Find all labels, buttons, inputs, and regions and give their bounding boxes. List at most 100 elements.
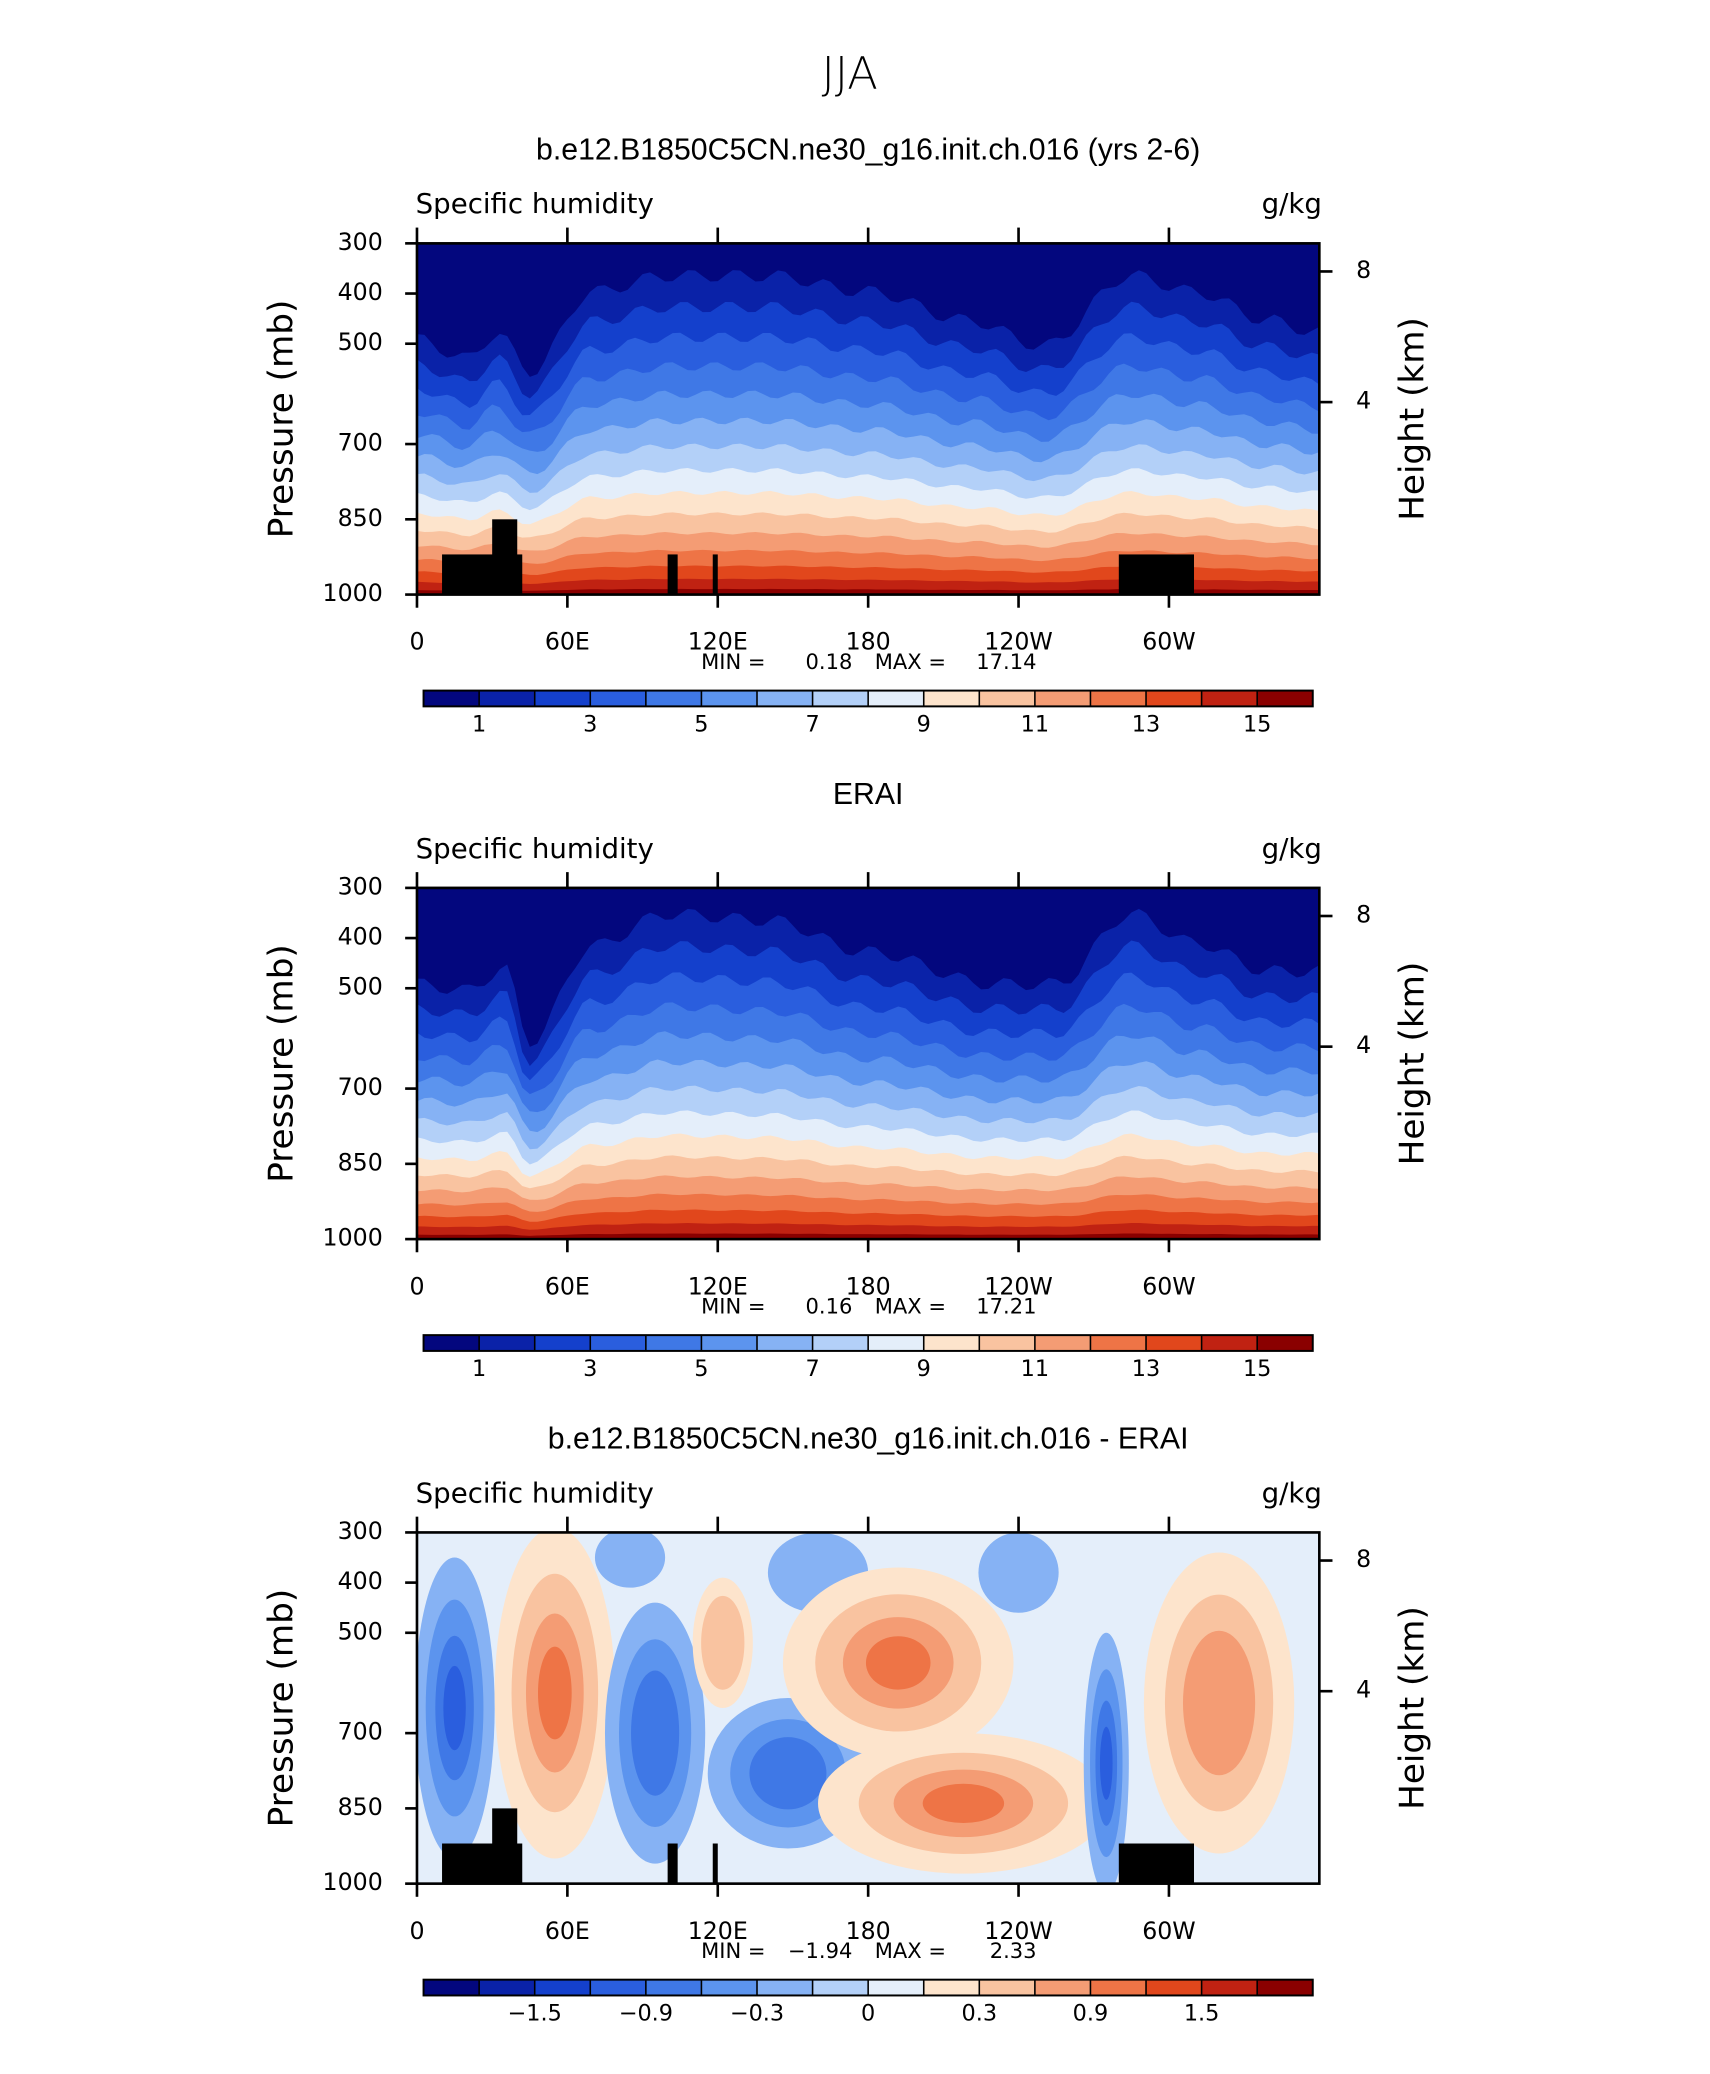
colorbar-box [757,1979,813,1996]
x-tick-label: 60E [545,1917,590,1945]
y-tick-label: 700 [338,429,383,457]
colorbar-tick-label: 1.5 [1184,2000,1220,2026]
x-tick-label: 0 [409,1272,424,1300]
y2-axis-label: Height (km) [1393,962,1433,1166]
stat-label: MAX = [875,649,946,674]
y-axis-label: Pressure (mb) [261,1589,301,1828]
colorbar-box [1257,1335,1313,1351]
contour-band [537,1646,572,1740]
colorbar-box [757,1335,813,1351]
colorbar-box [923,1335,980,1351]
colorbar-box [1034,1979,1091,1996]
colorbar-box [923,1979,980,1996]
x-tick-label: 120E [688,1917,748,1945]
units-label: g/kg [1262,1476,1322,1509]
x-tick-label: 120W [984,628,1053,656]
colorbar-box [812,690,869,707]
stat-value: 0.18 [806,649,853,674]
y-tick-label: 700 [338,1073,383,1101]
contour-band [443,1665,466,1751]
stat-value: 17.21 [976,1294,1036,1319]
colorbar-frame [422,689,1314,708]
colorbar-box [757,690,813,707]
x-tick-label: 120E [688,1272,748,1300]
y-tick-label: 400 [338,278,383,306]
y-tick-label: 300 [338,872,383,900]
colorbar-tick-label: 0.9 [1073,2000,1109,2026]
colorbar-box [979,690,1035,707]
colorbar-box [479,1979,535,1996]
colorbar-box [701,690,758,707]
colorbar-tick-label: 0.3 [962,2000,998,2026]
colorbar-box [479,690,535,707]
colorbar-box [812,1979,869,1996]
colorbar-box [645,1979,702,1996]
y-tick-label: 500 [338,1617,383,1645]
contour-band [631,1670,680,1796]
y2-tick-label: 8 [1356,256,1371,284]
colorbar-box [1257,1979,1313,1996]
x-tick-label: 0 [409,1917,424,1945]
colorbar-box [701,1979,758,1996]
terrain [492,519,518,595]
panel-title: b.e12.B1850C5CN.ne30_g16.init.ch.016 (yr… [536,133,1200,166]
panel-title: ERAI [833,778,904,811]
y2-axis-label: Height (km) [1393,317,1433,521]
colorbar-tick-label: 0 [861,2000,875,2026]
units-label: g/kg [1262,832,1322,865]
y-tick-label: 400 [338,1567,383,1595]
contour-field [416,887,1320,1240]
x-tick-label: 0 [409,628,424,656]
colorbar-tick-label: 3 [583,711,597,737]
contour-band [749,1737,827,1810]
y2-tick-label: 4 [1356,387,1371,415]
colorbar-tick-label: 3 [583,1356,597,1382]
y-axis-label: Pressure (mb) [261,944,301,1183]
x-tick-label: 60E [545,628,590,656]
colorbar-box [590,1335,646,1351]
colorbar-box [868,1335,924,1351]
y-tick-label: 850 [338,1148,383,1176]
contour-band [416,1233,1320,1240]
contour-field [416,1532,1320,1884]
colorbar-tick-label: 1 [472,711,486,737]
colorbar-tick-label: 5 [694,711,708,737]
colorbar-box [1257,690,1313,707]
contour-band [865,1636,931,1690]
colorbar-box [1201,1979,1258,1996]
stat-label: MIN = [701,649,765,674]
stat-value: 17.14 [976,649,1036,674]
x-tick-label: 60E [545,1272,590,1300]
colorbar-tick-label: 13 [1132,1356,1160,1382]
y-tick-label: 400 [338,923,383,951]
colorbar-box [590,1979,646,1996]
stat-value: 2.33 [990,1938,1037,1963]
figure-title: JJA [822,46,878,99]
colorbar-box [979,1979,1035,1996]
colorbar-box [868,690,924,707]
contour-band [922,1783,1005,1824]
colorbar-tick-label: 7 [805,711,819,737]
terrain [712,1843,718,1884]
contour-band [1182,1630,1256,1776]
y-tick-label: 850 [338,1793,383,1821]
x-tick-label: 60W [1142,628,1196,656]
colorbar-box [1090,1335,1147,1351]
colorbar-tick-label: −0.9 [619,2000,673,2026]
colorbar-box [1201,690,1258,707]
colorbar-box [979,1335,1035,1351]
stat-value: 0.16 [806,1294,853,1319]
colorbar-box [423,1335,480,1351]
y-tick-label: 1000 [323,579,383,607]
colorbar-box [701,1335,758,1351]
colorbar-tick-label: 11 [1021,1356,1049,1382]
y2-tick-label: 8 [1356,1545,1371,1573]
colorbar-box [423,1979,480,1996]
colorbar-box [590,690,646,707]
stat-label: MIN = [701,1938,765,1963]
colorbar-box [645,1335,702,1351]
colorbar-tick-label: 15 [1243,1356,1271,1382]
colorbar-box [534,1979,591,1996]
